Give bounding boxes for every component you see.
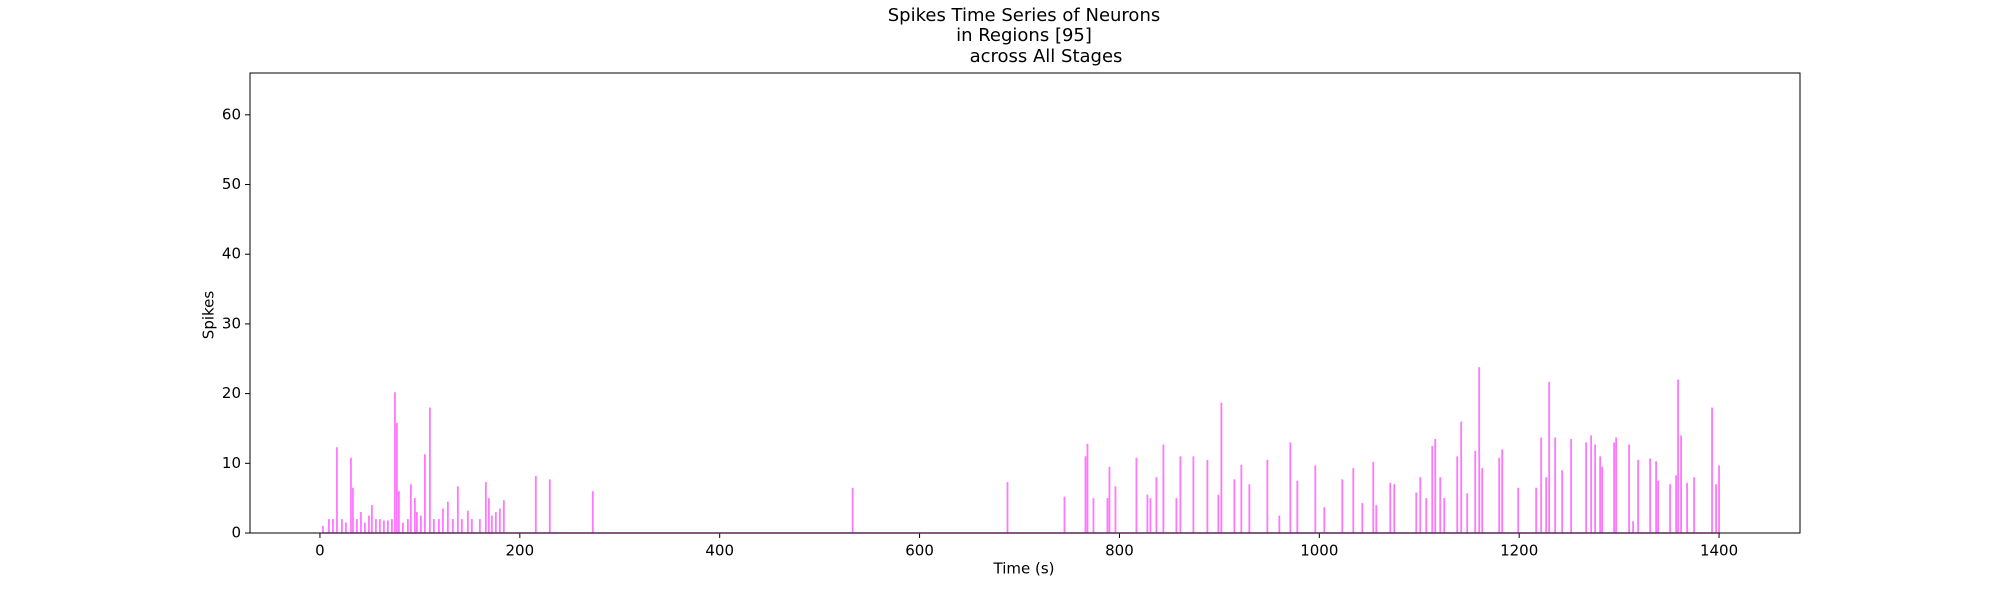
x-tick-label: 400 xyxy=(705,542,734,560)
y-tick-label: 10 xyxy=(222,454,241,472)
x-tick-label: 1400 xyxy=(1700,542,1738,560)
plot-frame xyxy=(249,72,1801,534)
x-tick-label: 800 xyxy=(1105,542,1134,560)
y-tick-label: 20 xyxy=(222,384,241,402)
y-tick-label: 30 xyxy=(222,314,241,332)
y-tick-label: 60 xyxy=(222,105,241,123)
y-tick-label: 0 xyxy=(231,524,241,542)
y-tick-label: 40 xyxy=(222,245,241,263)
chart-title: in Regions [95] xyxy=(956,25,1092,46)
x-axis-label: Time (s) xyxy=(993,560,1055,578)
x-tick-label: 1200 xyxy=(1500,542,1538,560)
x-tick-label: 0 xyxy=(315,542,325,560)
chart-title: across All Stages xyxy=(970,46,1123,67)
x-tick-label: 600 xyxy=(905,542,934,560)
y-axis-label: Spikes xyxy=(200,291,218,340)
y-tick-label: 50 xyxy=(222,175,241,193)
x-tick-label: 200 xyxy=(506,542,535,560)
chart-title: Spikes Time Series of Neurons xyxy=(888,5,1160,26)
x-tick-label: 1000 xyxy=(1300,542,1338,560)
